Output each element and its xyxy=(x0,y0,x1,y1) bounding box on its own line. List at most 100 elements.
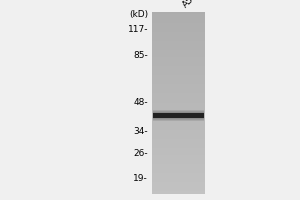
Bar xyxy=(152,153,205,155)
Bar xyxy=(152,97,205,99)
Text: 34-: 34- xyxy=(134,127,148,136)
Bar xyxy=(152,37,205,40)
Bar xyxy=(152,48,205,51)
Bar xyxy=(152,164,205,166)
Text: (kD): (kD) xyxy=(129,10,148,19)
Bar xyxy=(152,14,205,16)
Bar xyxy=(152,144,205,146)
Bar xyxy=(152,46,205,49)
Bar xyxy=(152,168,205,170)
Bar xyxy=(152,186,205,188)
Bar xyxy=(152,148,205,150)
Bar xyxy=(152,34,205,36)
Bar xyxy=(152,141,205,143)
Bar xyxy=(152,119,205,121)
Bar xyxy=(152,146,205,148)
Bar xyxy=(152,133,205,136)
Bar xyxy=(152,68,205,70)
Bar xyxy=(152,159,205,161)
Bar xyxy=(152,108,205,110)
Bar xyxy=(152,19,205,22)
Bar xyxy=(152,86,205,89)
Bar xyxy=(152,77,205,79)
Bar xyxy=(152,112,205,114)
Bar xyxy=(152,175,205,177)
Bar xyxy=(152,50,205,52)
Bar xyxy=(152,126,205,128)
Bar xyxy=(152,36,205,38)
Bar xyxy=(152,150,205,152)
Text: 26-: 26- xyxy=(134,149,148,158)
Bar xyxy=(152,182,205,184)
Bar xyxy=(152,21,205,23)
Bar xyxy=(152,128,205,130)
Bar xyxy=(152,135,205,137)
Bar xyxy=(152,113,205,116)
Bar xyxy=(152,70,205,72)
Bar xyxy=(152,63,205,65)
Bar xyxy=(153,113,204,118)
Bar xyxy=(152,39,205,41)
Bar xyxy=(152,64,205,67)
Bar xyxy=(152,160,205,163)
Bar xyxy=(153,111,204,120)
Bar xyxy=(152,151,205,154)
Bar xyxy=(152,81,205,83)
Bar xyxy=(152,162,205,165)
Bar xyxy=(152,102,205,105)
Text: A549: A549 xyxy=(181,0,203,9)
Bar xyxy=(152,130,205,132)
Bar xyxy=(152,101,205,103)
Bar xyxy=(152,180,205,183)
Bar xyxy=(152,75,205,78)
Bar xyxy=(152,95,205,98)
Bar xyxy=(152,169,205,172)
Text: 48-: 48- xyxy=(134,98,148,107)
Bar xyxy=(152,54,205,56)
Bar xyxy=(152,173,205,175)
Bar xyxy=(152,59,205,61)
Bar xyxy=(152,166,205,168)
Bar xyxy=(152,61,205,63)
Bar xyxy=(152,110,205,112)
Bar xyxy=(152,25,205,27)
Bar xyxy=(152,28,205,31)
Bar xyxy=(152,55,205,58)
Bar xyxy=(152,121,205,123)
Bar xyxy=(152,74,205,76)
Bar xyxy=(152,104,205,107)
Bar xyxy=(152,45,205,47)
Bar xyxy=(152,188,205,190)
Bar xyxy=(152,72,205,74)
Bar xyxy=(152,155,205,157)
Bar xyxy=(152,189,205,192)
Bar xyxy=(152,79,205,81)
Bar xyxy=(152,117,205,119)
Bar xyxy=(152,131,205,134)
Bar xyxy=(152,43,205,45)
Bar xyxy=(152,157,205,159)
Bar xyxy=(152,84,205,87)
Bar xyxy=(152,66,205,69)
Bar xyxy=(152,106,205,108)
Text: 19-: 19- xyxy=(133,174,148,183)
Text: 117-: 117- xyxy=(128,25,148,34)
Bar xyxy=(152,124,205,127)
Bar xyxy=(152,57,205,60)
Bar xyxy=(152,26,205,29)
Bar xyxy=(153,112,204,119)
Bar xyxy=(152,16,205,18)
Bar xyxy=(152,83,205,85)
Bar xyxy=(152,115,205,117)
Bar xyxy=(152,184,205,186)
Bar xyxy=(153,110,204,121)
Bar xyxy=(152,99,205,101)
Bar xyxy=(152,92,205,94)
Bar xyxy=(152,137,205,139)
Bar xyxy=(152,41,205,43)
Bar xyxy=(152,139,205,141)
Bar xyxy=(152,88,205,90)
Bar xyxy=(152,17,205,20)
Bar xyxy=(152,191,205,194)
Bar xyxy=(152,142,205,145)
